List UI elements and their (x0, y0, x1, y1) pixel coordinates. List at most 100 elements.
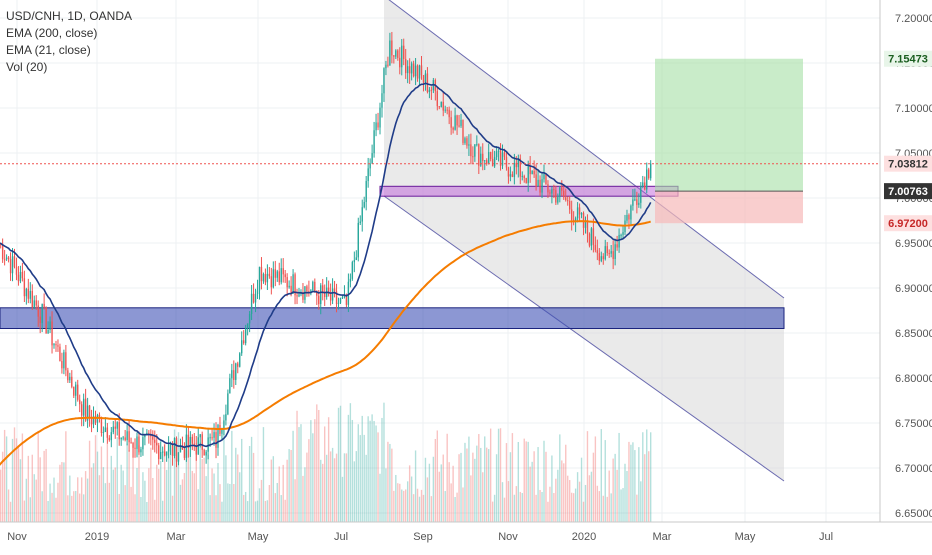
candle (124, 437, 126, 441)
candle (351, 262, 354, 279)
candle (478, 144, 480, 166)
volume-bar (426, 477, 429, 522)
x-tick-label: 2019 (85, 531, 109, 543)
volume-bar (203, 457, 205, 522)
candle (272, 269, 275, 288)
volume-bar (648, 451, 650, 522)
candle (296, 295, 298, 297)
volume-bar (116, 437, 118, 522)
volume-bar (29, 497, 31, 522)
legend-ema21[interactable]: EMA (21, close) (6, 43, 91, 57)
volume-bar (385, 468, 387, 522)
candle (248, 314, 251, 324)
volume-bar (549, 486, 551, 522)
y-tick-label: 6.95000 (895, 238, 932, 250)
volume-bar (539, 489, 541, 522)
candle (288, 285, 290, 288)
candle (570, 209, 573, 220)
candle (353, 260, 356, 263)
volume-bar (588, 475, 591, 522)
volume-bar (478, 434, 480, 522)
candle (357, 222, 359, 258)
ema-lines (0, 82, 652, 466)
candle (173, 438, 176, 456)
candle (361, 207, 363, 222)
candle (126, 431, 128, 441)
volume-bar (183, 473, 186, 522)
volume-bar (365, 454, 367, 522)
candle (120, 437, 122, 440)
candle (171, 443, 174, 456)
candle (152, 436, 154, 440)
candle (252, 293, 255, 303)
candle (156, 442, 158, 446)
volume-bar (219, 484, 221, 522)
y-tick-label: 6.85000 (895, 328, 932, 340)
candle (537, 179, 539, 187)
volume-bar (104, 483, 107, 522)
target-price-label-bg (884, 50, 932, 67)
volume-bar (0, 469, 2, 522)
volume-bar (634, 450, 636, 522)
candle (628, 215, 630, 220)
volume-bar (424, 457, 427, 522)
volume-bar (533, 451, 535, 522)
volume-bar (401, 489, 403, 522)
x-tick-label: May (735, 531, 756, 543)
volume-bar (233, 483, 235, 522)
volume-bar (235, 447, 237, 522)
candle (37, 305, 39, 317)
volume-bar (642, 432, 644, 522)
candle (211, 437, 213, 439)
volume-bar (408, 465, 411, 522)
volume-bar (217, 463, 219, 522)
candle (640, 186, 642, 203)
candle (241, 340, 243, 354)
volume-bar (438, 471, 440, 522)
volume-bar (108, 482, 111, 522)
candle (177, 452, 180, 462)
target-box (655, 58, 803, 192)
candle (231, 370, 233, 379)
volume-bar (371, 414, 373, 522)
legend-vol[interactable]: Vol (20) (6, 60, 48, 74)
candle (260, 266, 263, 282)
legend-symbol[interactable]: USD/CNH, 1D, OANDA (6, 9, 133, 23)
volume-bar (636, 494, 638, 522)
volume-bar (333, 458, 336, 522)
channel-upper-line (388, 0, 785, 299)
volume-bar (576, 472, 579, 522)
volume-bar (88, 440, 91, 522)
candle (612, 251, 614, 260)
volume-bar (136, 467, 138, 522)
candle (491, 158, 494, 167)
volume-bar (112, 469, 114, 522)
candle (278, 271, 280, 283)
candle (138, 436, 140, 453)
volume-bar (19, 459, 22, 522)
candle (345, 294, 348, 305)
volume-bars (0, 402, 652, 522)
candle (547, 184, 549, 193)
volume-bar (618, 432, 620, 522)
volume-bar (118, 493, 120, 522)
legend-ema200[interactable]: EMA (200, close) (6, 26, 98, 40)
candle (258, 266, 261, 291)
candle (282, 268, 284, 275)
candle (130, 442, 132, 444)
candle (584, 220, 587, 228)
candle (521, 175, 523, 177)
candle (620, 234, 622, 236)
volume-bar (440, 464, 442, 522)
volume-bar (610, 493, 612, 522)
target-price-label: 7.15473 (888, 54, 928, 66)
volume-bar (286, 459, 288, 522)
candle (175, 438, 178, 462)
volume-bar (529, 466, 531, 522)
volume-bar (640, 481, 642, 522)
candle (209, 437, 211, 439)
candle (426, 73, 429, 92)
candle (406, 66, 409, 74)
